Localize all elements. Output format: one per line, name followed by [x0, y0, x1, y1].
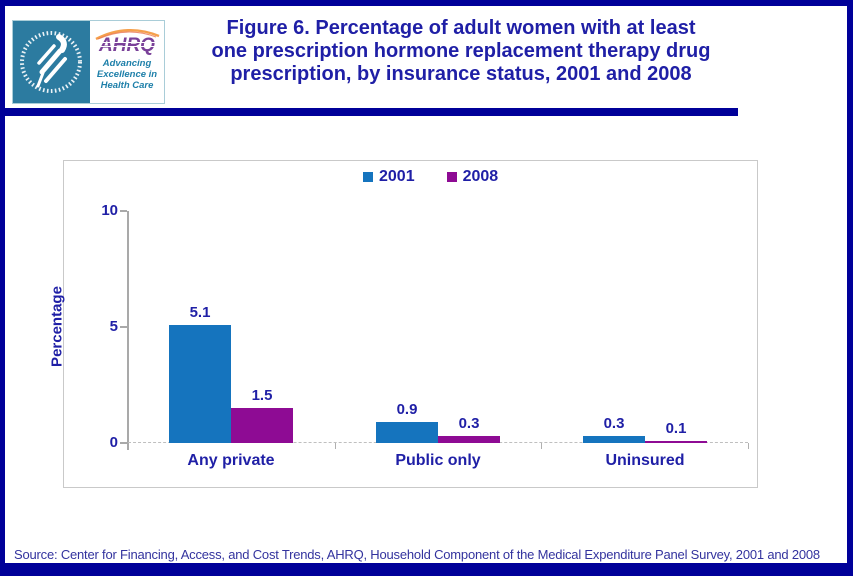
- hhs-ahrq-logo: AHRQ Advancing Excellence in Health Care: [12, 20, 165, 104]
- rainbow-arc-icon: [95, 28, 160, 40]
- ahrq-logo: AHRQ Advancing Excellence in Health Care: [90, 21, 164, 103]
- wordmark-speedline: [94, 46, 160, 47]
- title-underline-rule: [5, 108, 738, 116]
- ahrq-wordmark: AHRQ: [90, 36, 164, 56]
- chart-panel: [63, 160, 758, 488]
- figure-title: Figure 6. Percentage of adult women with…: [175, 17, 747, 86]
- hhs-eagle-icon: [20, 31, 82, 93]
- ahrq-tagline: Advancing Excellence in Health Care: [96, 58, 158, 91]
- title-line-1: Figure 6. Percentage of adult women with…: [226, 17, 696, 39]
- hhs-logo: [13, 21, 90, 103]
- source-text: Source: Center for Financing, Access, an…: [14, 547, 820, 562]
- wordmark-speedline: [94, 42, 160, 43]
- title-line-3: prescription, by insurance status, 2001 …: [230, 63, 692, 85]
- hhs-circle-text-ring: [20, 31, 82, 93]
- title-line-2: one prescription hormone replacement the…: [211, 40, 711, 62]
